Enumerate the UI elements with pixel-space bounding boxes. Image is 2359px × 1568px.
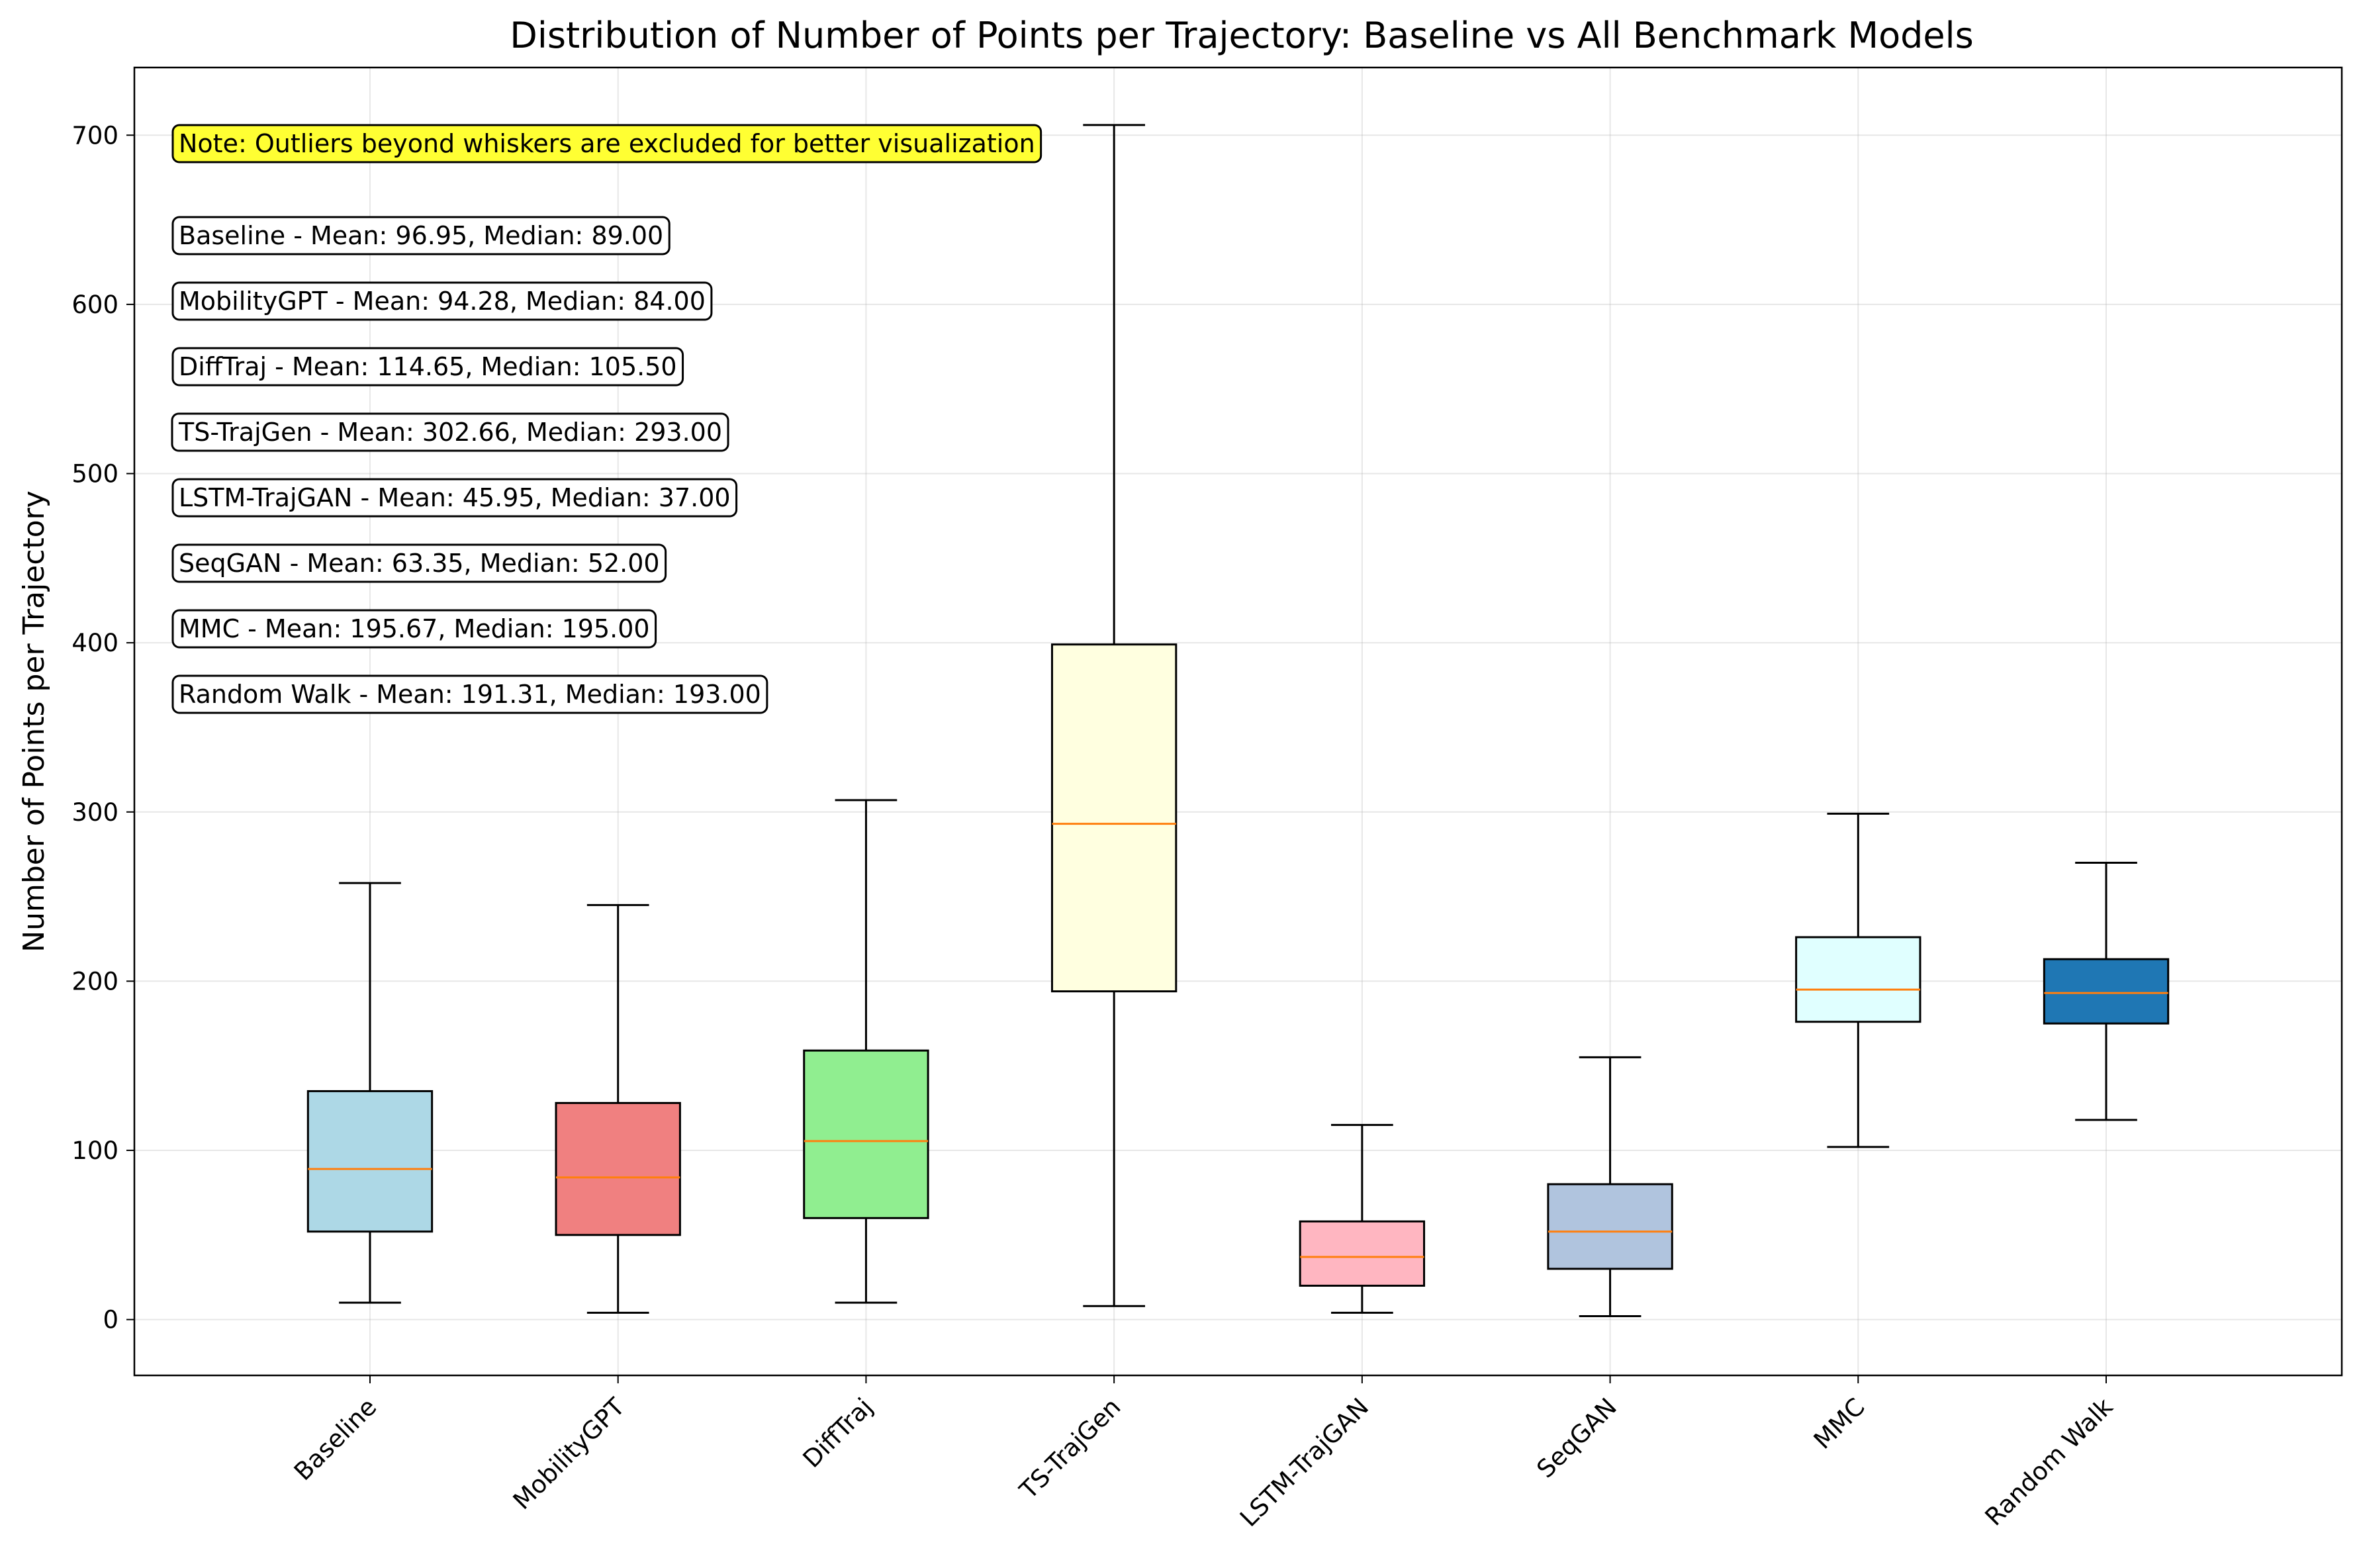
box-body [306, 1090, 434, 1233]
box-lstm-trajgan [1299, 1124, 1426, 1314]
stats-label: MobilityGPT - Mean: 94.28, Median: 84.00 [171, 281, 713, 321]
box-mmc [1795, 812, 1921, 1148]
box-body [803, 1049, 929, 1219]
stats-label-text: MMC - Mean: 195.67, Median: 195.00 [179, 614, 650, 643]
y-tick-label: 700 [71, 121, 118, 150]
plot-frame [133, 66, 2343, 1377]
box-random-walk [2043, 861, 2170, 1121]
stats-label: LSTM-TrajGAN - Mean: 45.95, Median: 37.0… [171, 478, 738, 518]
box-body [1795, 936, 1921, 1023]
y-tick-label: 100 [71, 1136, 118, 1165]
stats-label-text: DiffTraj - Mean: 114.65, Median: 105.50 [179, 352, 677, 381]
y-axis-label: Number of Points per Trajectory [17, 490, 51, 952]
stats-label-text: SeqGAN - Mean: 63.35, Median: 52.00 [179, 549, 660, 578]
stats-label-frame [171, 216, 671, 255]
box-ts-trajgen [1050, 124, 1178, 1307]
stats-label-text: LSTM-TrajGAN - Mean: 45.95, Median: 37.0… [179, 483, 731, 512]
note-label-text: Note: Outliers beyond whiskers are exclu… [179, 129, 1035, 158]
y-tick-label: 500 [71, 460, 118, 488]
stats-label-frame [171, 281, 713, 321]
stats-label: MMC - Mean: 195.67, Median: 195.00 [171, 609, 657, 649]
y-tick-label: 600 [71, 291, 118, 319]
box-body [1050, 643, 1178, 993]
stats-label: DiffTraj - Mean: 114.65, Median: 105.50 [171, 347, 684, 387]
stats-label: TS-TrajGen - Mean: 302.66, Median: 293.0… [171, 412, 729, 452]
chart-title: Distribution of Number of Points per Tra… [510, 15, 1974, 56]
note-label: Note: Outliers beyond whiskers are exclu… [171, 124, 1042, 163]
stats-label-frame [171, 674, 768, 714]
y-tick-label: 0 [103, 1306, 118, 1334]
stats-label-frame [171, 609, 657, 649]
stats-label-text: TS-TrajGen - Mean: 302.66, Median: 293.0… [178, 418, 722, 447]
box-body [1547, 1183, 1673, 1270]
y-tick-label: 300 [71, 798, 118, 827]
stats-label-frame [171, 543, 667, 583]
box-seqgan [1547, 1056, 1673, 1318]
stats-label: Baseline - Mean: 96.95, Median: 89.00 [171, 216, 671, 255]
box-layer [306, 124, 2170, 1318]
stats-label-text: Baseline - Mean: 96.95, Median: 89.00 [179, 221, 663, 250]
stats-label: SeqGAN - Mean: 63.35, Median: 52.00 [171, 543, 667, 583]
stats-label: Random Walk - Mean: 191.31, Median: 193.… [171, 674, 768, 714]
stats-label-frame [171, 347, 684, 387]
stats-label-text: MobilityGPT - Mean: 94.28, Median: 84.00 [179, 287, 706, 316]
y-tick-label: 400 [71, 629, 118, 657]
y-tick-label: 200 [71, 967, 118, 995]
box-body [2043, 958, 2170, 1025]
annotation-layer: Note: Outliers beyond whiskers are exclu… [171, 124, 1042, 714]
stats-label-text: Random Walk - Mean: 191.31, Median: 193.… [179, 680, 761, 709]
box-difftraj [803, 799, 929, 1304]
box-body [555, 1101, 681, 1236]
note-label-frame [171, 124, 1042, 163]
box-mobilitygpt [555, 903, 681, 1314]
stats-label-frame [171, 478, 738, 518]
box-baseline [306, 882, 434, 1304]
box-body [1299, 1220, 1426, 1287]
stats-label-frame [171, 412, 729, 452]
